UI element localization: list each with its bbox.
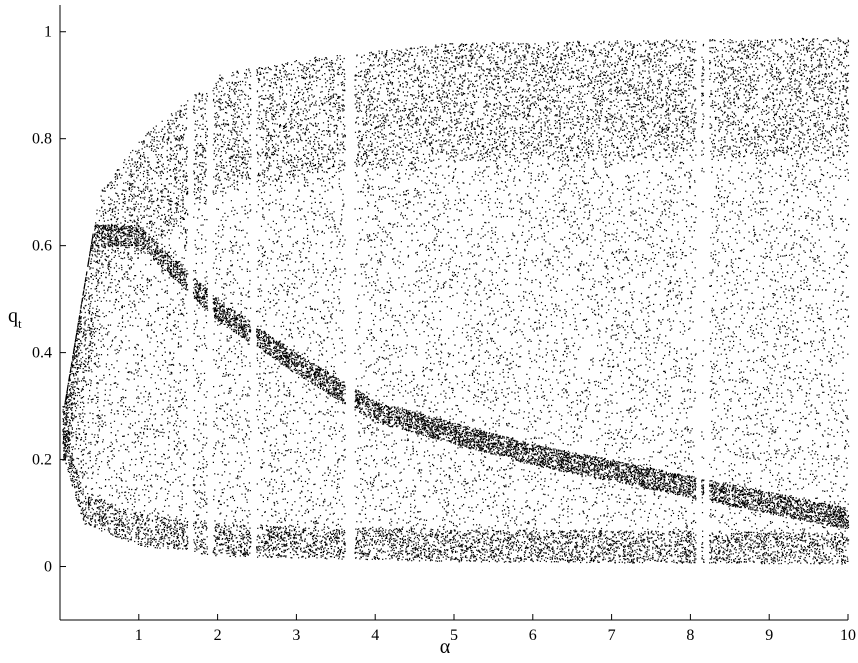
x-tick-label: 7 <box>608 627 616 644</box>
y-ticks: 0 0.2 0.4 0.6 0.8 1 <box>32 24 66 576</box>
y-tick-label: 0.4 <box>32 345 52 362</box>
y-axis-label-sub: t <box>18 316 22 331</box>
x-axis-label: α <box>440 636 451 658</box>
x-tick-label: 1 <box>135 627 143 644</box>
y-tick-label: 0.6 <box>32 238 52 255</box>
y-tick-label: 0 <box>44 559 52 576</box>
axes <box>59 5 848 621</box>
x-tick-label: 5 <box>450 627 458 644</box>
y-tick-label: 0.8 <box>32 131 52 148</box>
x-tick-label: 10 <box>840 627 856 644</box>
x-tick-label: 6 <box>529 627 537 644</box>
y-axis-label-main: q <box>8 305 18 327</box>
attractor-points <box>62 37 850 565</box>
y-tick-label: 0.2 <box>32 452 52 469</box>
y-tick-label: 1 <box>44 24 52 41</box>
x-tick-label: 8 <box>686 627 694 644</box>
x-tick-label: 3 <box>292 627 300 644</box>
x-tick-label: 2 <box>214 627 222 644</box>
y-axis-label: qt <box>8 305 22 331</box>
scatter-points <box>62 37 850 565</box>
x-tick-label: 4 <box>371 627 379 644</box>
x-ticks: 1 2 3 4 5 6 7 8 9 10 <box>135 614 856 644</box>
x-tick-label: 9 <box>765 627 773 644</box>
